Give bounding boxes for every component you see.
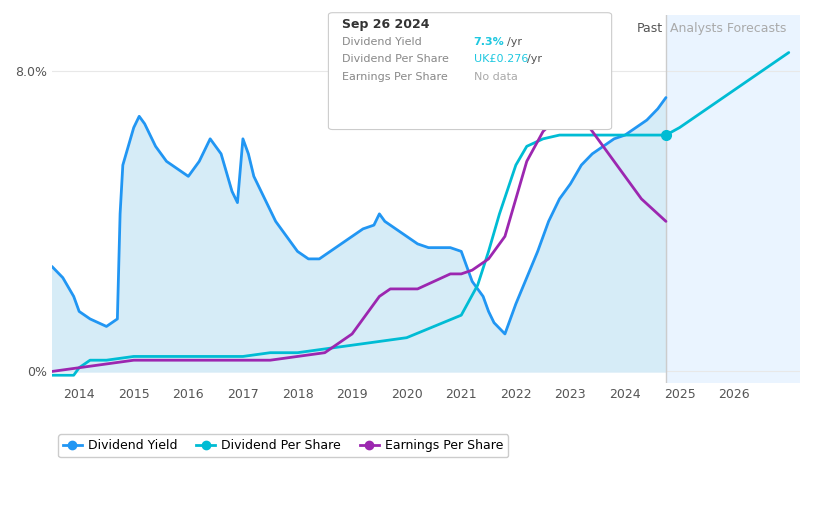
Text: /yr: /yr bbox=[507, 37, 521, 47]
Text: /yr: /yr bbox=[527, 54, 542, 65]
Legend: Dividend Yield, Dividend Per Share, Earnings Per Share: Dividend Yield, Dividend Per Share, Earn… bbox=[58, 434, 508, 457]
Text: UK£0.276: UK£0.276 bbox=[474, 54, 528, 65]
Text: Dividend Yield: Dividend Yield bbox=[342, 37, 422, 47]
Text: No data: No data bbox=[474, 72, 517, 82]
Bar bbox=[666, 15, 800, 383]
Text: Analysts Forecasts: Analysts Forecasts bbox=[670, 22, 787, 35]
Text: 7.3%: 7.3% bbox=[474, 37, 504, 47]
Text: Earnings Per Share: Earnings Per Share bbox=[342, 72, 448, 82]
Text: Dividend Per Share: Dividend Per Share bbox=[342, 54, 449, 65]
Text: Past: Past bbox=[637, 22, 663, 35]
Text: Sep 26 2024: Sep 26 2024 bbox=[342, 18, 430, 31]
